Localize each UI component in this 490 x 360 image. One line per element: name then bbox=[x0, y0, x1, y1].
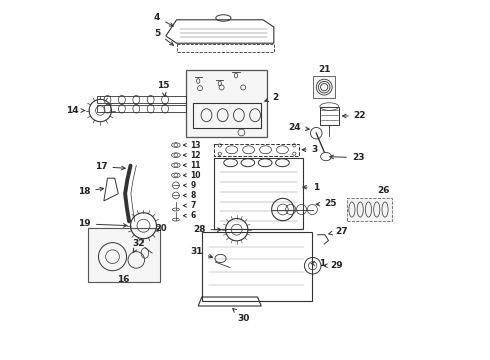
Text: 22: 22 bbox=[343, 112, 366, 120]
Text: 15: 15 bbox=[157, 81, 169, 96]
Text: 5: 5 bbox=[154, 29, 173, 45]
Text: 1: 1 bbox=[311, 259, 325, 268]
Text: 24: 24 bbox=[289, 123, 309, 132]
Text: 21: 21 bbox=[318, 66, 330, 75]
Text: 25: 25 bbox=[316, 199, 337, 208]
Text: 20: 20 bbox=[156, 224, 167, 233]
Text: 1: 1 bbox=[303, 183, 319, 192]
Text: 13: 13 bbox=[183, 141, 201, 150]
Bar bbox=[88, 228, 160, 282]
Text: 29: 29 bbox=[324, 261, 343, 270]
Text: 11: 11 bbox=[183, 161, 201, 170]
Text: 30: 30 bbox=[233, 309, 250, 323]
Text: 10: 10 bbox=[183, 171, 201, 180]
Text: 26: 26 bbox=[377, 186, 390, 195]
Text: 8: 8 bbox=[183, 191, 196, 200]
Text: 6: 6 bbox=[183, 211, 196, 220]
Text: 2: 2 bbox=[265, 93, 278, 102]
Text: 14: 14 bbox=[66, 106, 85, 115]
Text: 7: 7 bbox=[183, 201, 196, 210]
Text: 12: 12 bbox=[183, 151, 201, 160]
Text: 23: 23 bbox=[330, 153, 365, 162]
Bar bbox=[346, 198, 392, 221]
Text: 16: 16 bbox=[118, 275, 130, 284]
Bar bbox=[320, 107, 339, 125]
Text: 32: 32 bbox=[133, 239, 145, 253]
Bar bbox=[98, 96, 186, 103]
Text: 28: 28 bbox=[193, 225, 221, 234]
Bar bbox=[98, 105, 186, 112]
Bar bbox=[314, 76, 335, 98]
Text: 3: 3 bbox=[302, 145, 318, 154]
Text: 9: 9 bbox=[183, 181, 196, 190]
Text: 27: 27 bbox=[329, 227, 347, 236]
Bar bbox=[186, 70, 267, 137]
Text: 17: 17 bbox=[95, 162, 125, 171]
Text: 18: 18 bbox=[78, 187, 104, 196]
Text: 19: 19 bbox=[78, 220, 127, 229]
Text: 31: 31 bbox=[191, 248, 213, 258]
Text: 4: 4 bbox=[154, 13, 173, 26]
